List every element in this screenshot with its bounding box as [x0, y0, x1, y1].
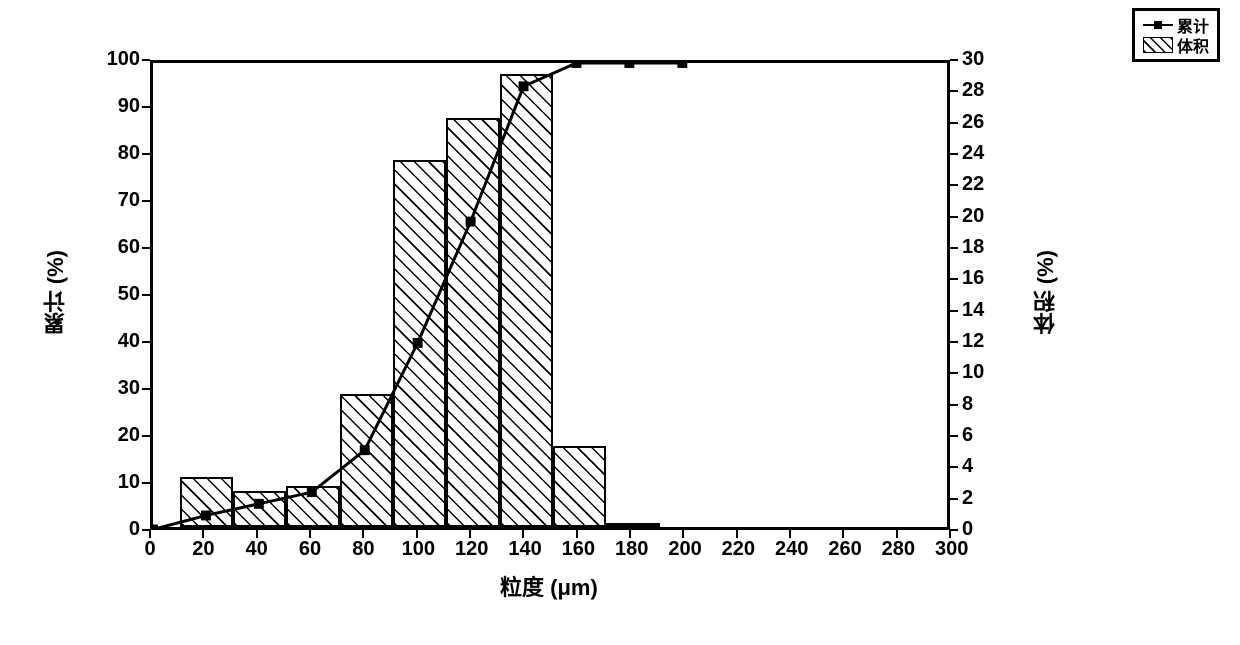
x-tick-label: 160: [562, 538, 592, 561]
volume-bar: [500, 74, 553, 527]
legend-item-cumulative: 累计: [1143, 15, 1209, 35]
x-tick-label: 180: [615, 538, 645, 561]
y-left-tick-label: 50: [118, 283, 140, 306]
x-tick-label: 140: [508, 538, 538, 561]
x-tick-label: 220: [722, 538, 752, 561]
y-right-tick-label: 24: [962, 142, 984, 165]
x-tick-label: 40: [242, 538, 272, 561]
y-right-tick-label: 30: [962, 48, 984, 71]
y-right-tick-label: 12: [962, 330, 984, 353]
y-left-tick-label: 70: [118, 189, 140, 212]
y-right-tick-label: 2: [962, 487, 973, 510]
volume-bar: [233, 491, 286, 527]
volume-bar: [180, 477, 233, 527]
legend: 累计 体积: [1132, 8, 1220, 62]
y-right-tick-label: 0: [962, 518, 973, 541]
y-right-tick-label: 20: [962, 205, 984, 228]
y-right-tick-label: 16: [962, 267, 984, 290]
y-left-tick-label: 90: [118, 95, 140, 118]
particle-size-chart: 累计 (%) 体积 (%) 粒度 (μm) 020406080100120140…: [80, 50, 1090, 610]
x-tick-label: 260: [828, 538, 858, 561]
y-right-tick-label: 10: [962, 361, 984, 384]
plot-area: [150, 60, 950, 530]
line-marker-icon: [1143, 24, 1173, 26]
volume-bar: [553, 446, 606, 527]
volume-bar: [286, 486, 339, 527]
y-right-axis-label: 体积 (%): [1030, 250, 1062, 334]
x-tick-label: 200: [668, 538, 698, 561]
y-left-tick-label: 10: [118, 471, 140, 494]
y-right-tick-label: 22: [962, 173, 984, 196]
y-right-tick-label: 18: [962, 236, 984, 259]
x-tick-label: 240: [775, 538, 805, 561]
volume-bar: [340, 394, 393, 527]
volume-bar: [606, 523, 659, 527]
y-left-tick-label: 20: [118, 424, 140, 447]
x-tick-label: 20: [188, 538, 218, 561]
x-tick-label: 0: [135, 538, 165, 561]
x-tick-label: 120: [455, 538, 485, 561]
y-left-tick-label: 100: [107, 48, 140, 71]
y-right-tick-label: 6: [962, 424, 973, 447]
y-left-tick-label: 30: [118, 377, 140, 400]
x-tick-label: 60: [295, 538, 325, 561]
y-right-tick-label: 26: [962, 111, 984, 134]
x-tick-label: 280: [882, 538, 912, 561]
y-left-axis-label: 累计 (%): [40, 250, 72, 334]
y-left-tick-label: 0: [129, 518, 140, 541]
y-right-tick-label: 8: [962, 393, 973, 416]
hatch-box-icon: [1143, 37, 1173, 53]
y-left-tick-label: 40: [118, 330, 140, 353]
legend-label: 体积: [1177, 33, 1209, 57]
y-left-tick-label: 80: [118, 142, 140, 165]
legend-item-volume: 体积: [1143, 35, 1209, 55]
x-tick-label: 100: [402, 538, 432, 561]
x-axis-label: 粒度 (μm): [500, 570, 598, 602]
y-left-tick-label: 60: [118, 236, 140, 259]
x-tick-label: 80: [348, 538, 378, 561]
y-right-tick-label: 4: [962, 455, 973, 478]
y-right-tick-label: 14: [962, 299, 984, 322]
volume-bar: [393, 160, 446, 527]
x-tick-label: 300: [935, 538, 965, 561]
y-right-tick-label: 28: [962, 79, 984, 102]
volume-bar: [446, 118, 499, 527]
